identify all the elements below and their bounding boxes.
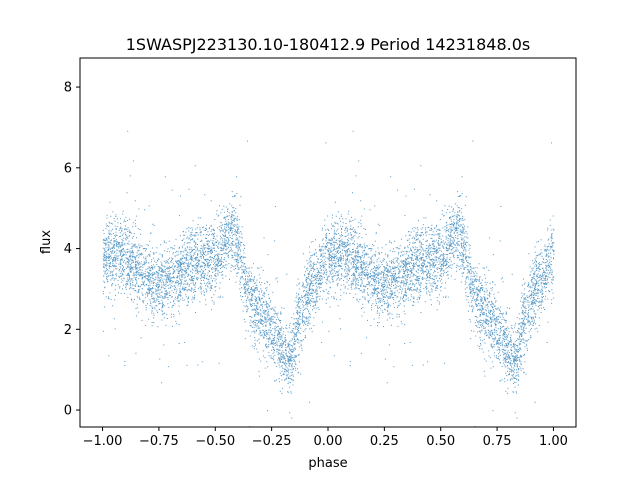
y-tick-label: 6	[64, 161, 72, 176]
x-tick-label: 1.00	[539, 434, 568, 449]
x-tick-label: −0.75	[139, 434, 179, 449]
x-tick-label: 0.00	[314, 434, 343, 449]
x-tick-label: 0.25	[370, 434, 399, 449]
y-axis-label: flux	[39, 230, 54, 254]
x-tick-label: 0.75	[483, 434, 512, 449]
x-tick-label: −1.00	[83, 434, 123, 449]
x-tick-label: −0.50	[195, 434, 235, 449]
x-axis-ticks: −1.00 −0.75 −0.50 −0.25 0.00 0.25 0.50 0.75 1.00	[83, 427, 568, 449]
plot-frame	[79, 57, 577, 428]
chart-title: 1SWASPJ223130.10-180412.9 Period 1423184…	[126, 35, 531, 54]
x-tick-label: −0.25	[252, 434, 292, 449]
y-tick-label: 4	[64, 242, 72, 257]
y-axis-ticks: 0 2 4 6 8	[64, 81, 80, 419]
y-tick-label: 0	[64, 404, 72, 419]
y-tick-label: 8	[64, 81, 72, 96]
y-tick-label: 2	[64, 323, 72, 338]
x-axis-label: phase	[308, 456, 347, 471]
x-tick-label: 0.50	[426, 434, 455, 449]
